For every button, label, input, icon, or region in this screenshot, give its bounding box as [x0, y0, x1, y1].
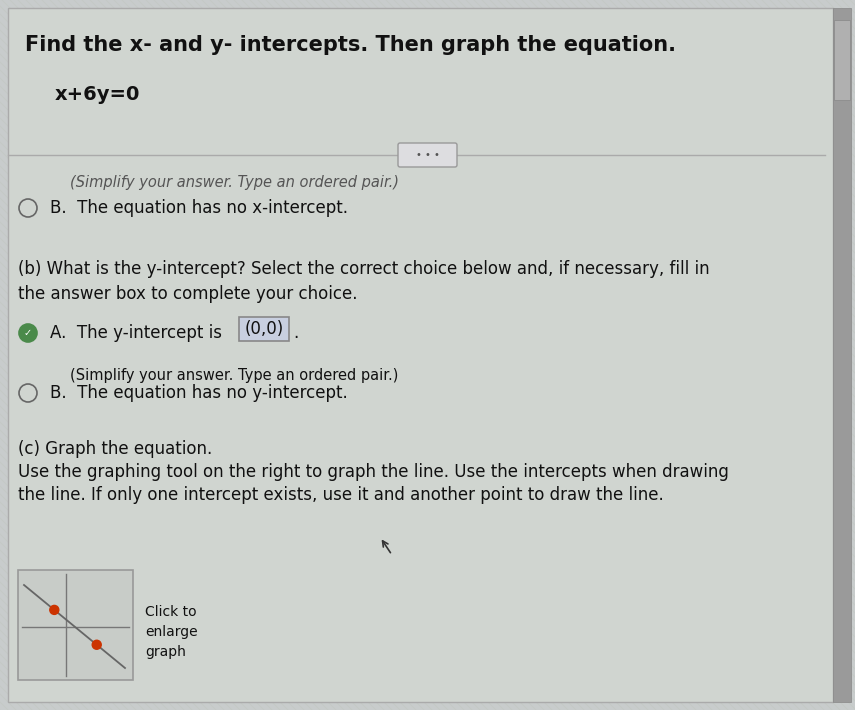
- Circle shape: [19, 324, 37, 342]
- Text: (b) What is the y-intercept? Select the correct choice below and, if necessary, : (b) What is the y-intercept? Select the …: [18, 260, 710, 278]
- Text: ✓: ✓: [24, 328, 32, 338]
- Text: Click to: Click to: [145, 605, 197, 619]
- Text: A.  The y-intercept is: A. The y-intercept is: [50, 324, 227, 342]
- Circle shape: [50, 606, 59, 614]
- Text: • • •: • • •: [416, 150, 439, 160]
- Text: B.  The equation has no x-intercept.: B. The equation has no x-intercept.: [50, 199, 348, 217]
- Text: graph: graph: [145, 645, 186, 659]
- Text: the answer box to complete your choice.: the answer box to complete your choice.: [18, 285, 357, 303]
- Text: B.  The equation has no y-intercept.: B. The equation has no y-intercept.: [50, 384, 348, 402]
- Text: (Simplify your answer. Type an ordered pair.): (Simplify your answer. Type an ordered p…: [70, 368, 398, 383]
- Bar: [834, 20, 850, 100]
- Text: (c) Graph the equation.: (c) Graph the equation.: [18, 440, 212, 458]
- FancyBboxPatch shape: [239, 317, 289, 341]
- Text: Find the x- and y- intercepts. Then graph the equation.: Find the x- and y- intercepts. Then grap…: [25, 35, 676, 55]
- Bar: [18, 570, 133, 680]
- Circle shape: [92, 640, 101, 649]
- Text: .: .: [293, 324, 298, 342]
- Text: Use the graphing tool on the right to graph the line. Use the intercepts when dr: Use the graphing tool on the right to gr…: [18, 463, 728, 481]
- Text: (Simplify your answer. Type an ordered pair.): (Simplify your answer. Type an ordered p…: [70, 175, 399, 190]
- Text: the line. If only one intercept exists, use it and another point to draw the lin: the line. If only one intercept exists, …: [18, 486, 663, 504]
- Text: x+6y=0: x+6y=0: [55, 85, 140, 104]
- Bar: [833, 8, 851, 702]
- Text: (0,0): (0,0): [245, 320, 284, 338]
- FancyBboxPatch shape: [398, 143, 457, 167]
- Text: enlarge: enlarge: [145, 625, 198, 639]
